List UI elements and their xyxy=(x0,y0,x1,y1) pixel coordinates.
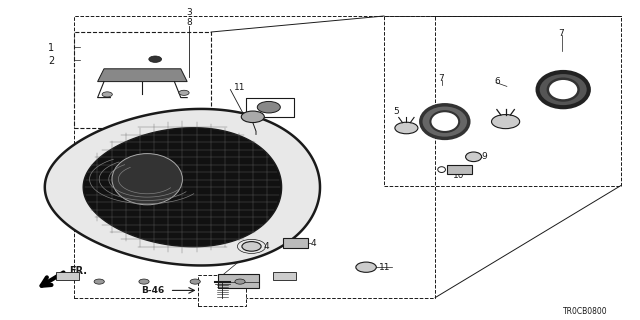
Bar xyxy=(74,16,435,298)
Text: B-46: B-46 xyxy=(141,286,164,295)
Circle shape xyxy=(257,101,280,113)
Bar xyxy=(273,272,296,280)
Text: 7: 7 xyxy=(558,29,564,38)
Bar xyxy=(74,32,211,128)
Text: 9: 9 xyxy=(481,152,487,161)
Text: 10: 10 xyxy=(452,172,464,180)
Text: 11: 11 xyxy=(234,84,245,92)
Circle shape xyxy=(179,90,189,95)
Bar xyxy=(56,272,79,280)
Text: 8: 8 xyxy=(187,18,192,27)
Circle shape xyxy=(235,279,245,284)
Ellipse shape xyxy=(112,154,182,205)
Text: 5: 5 xyxy=(393,108,399,116)
Bar xyxy=(283,238,308,248)
Circle shape xyxy=(94,279,104,284)
Circle shape xyxy=(356,262,376,272)
Bar xyxy=(218,274,259,288)
Bar xyxy=(384,16,621,186)
Polygon shape xyxy=(97,69,187,82)
Ellipse shape xyxy=(466,152,482,162)
Circle shape xyxy=(241,111,264,123)
Text: 7: 7 xyxy=(438,74,444,83)
Circle shape xyxy=(139,279,149,284)
Circle shape xyxy=(102,92,113,97)
Bar xyxy=(447,165,472,174)
Circle shape xyxy=(190,279,200,284)
Circle shape xyxy=(242,242,261,251)
Bar xyxy=(198,275,246,306)
Text: 3: 3 xyxy=(187,8,192,17)
Text: 2: 2 xyxy=(48,56,54,66)
Polygon shape xyxy=(45,109,320,266)
Ellipse shape xyxy=(538,72,589,107)
Text: FR.: FR. xyxy=(69,266,87,276)
Text: TR0CB0800: TR0CB0800 xyxy=(563,308,608,316)
Circle shape xyxy=(395,122,418,134)
Text: 6: 6 xyxy=(494,77,500,86)
Text: 4: 4 xyxy=(264,242,269,251)
Text: 1: 1 xyxy=(48,43,54,53)
Polygon shape xyxy=(83,128,282,247)
Ellipse shape xyxy=(548,79,579,100)
Ellipse shape xyxy=(421,105,468,138)
Circle shape xyxy=(492,115,520,129)
Ellipse shape xyxy=(438,167,445,172)
Ellipse shape xyxy=(430,111,459,132)
Text: 4: 4 xyxy=(310,239,316,248)
Text: 11: 11 xyxy=(379,263,390,272)
Circle shape xyxy=(148,56,162,62)
